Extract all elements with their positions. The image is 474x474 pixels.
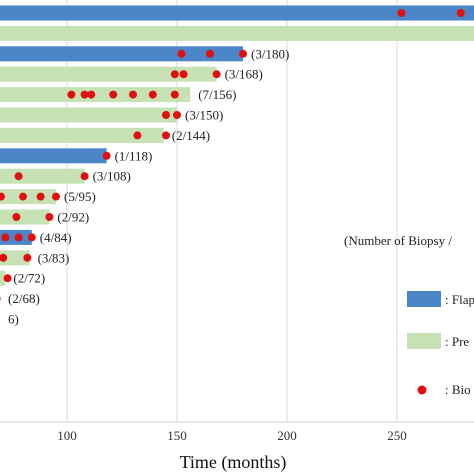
pre-bar <box>0 107 177 123</box>
biopsy-point <box>148 90 157 99</box>
biopsy-point <box>45 213 54 221</box>
flap-bar <box>0 148 107 164</box>
pre-bar <box>0 270 6 286</box>
biopsy-point <box>162 111 170 119</box>
biopsy-point <box>27 233 36 242</box>
biopsy-point <box>177 49 186 58</box>
ratio-label: (1/118) <box>115 148 153 163</box>
legend-flap-swatch <box>407 291 441 307</box>
flap-bar <box>0 5 474 21</box>
ratio-label: (3/108) <box>93 169 131 184</box>
biopsy-points <box>0 9 465 301</box>
pre-bar <box>0 189 56 205</box>
x-tick-label: 250 <box>387 428 407 443</box>
biopsy-point <box>14 233 23 242</box>
biopsy-point <box>80 90 89 99</box>
biopsy-point <box>206 49 214 58</box>
x-axis-title: Time (months) <box>180 452 287 473</box>
pre-bar <box>0 250 30 266</box>
biopsy-point <box>170 70 179 79</box>
legend-biopsy-marker <box>417 385 427 395</box>
biopsy-point <box>170 90 179 99</box>
x-tick-label: 100 <box>57 428 77 443</box>
legend-flap-label: : Flap <box>445 292 474 307</box>
legend-title: (Number of Biopsy / <box>344 233 452 248</box>
x-tick-label: 200 <box>277 428 297 443</box>
ratio-label: 6) <box>8 312 19 327</box>
biopsy-point <box>14 172 23 181</box>
legend: (Number of Biopsy / : Flap : Pre : Bio <box>344 233 474 397</box>
ratio-label: (3/83) <box>38 250 70 265</box>
ratio-label: (4/84) <box>40 230 72 245</box>
ratio-label: (5/95) <box>64 189 96 204</box>
ratio-label: (3/180) <box>251 46 289 61</box>
biopsy-point <box>109 90 118 99</box>
pre-bar <box>0 168 85 184</box>
biopsy-point <box>19 192 27 201</box>
biopsy-point <box>80 172 89 181</box>
biopsy-point <box>3 274 12 283</box>
ratio-label: (3/150) <box>185 108 223 123</box>
biopsy-point <box>173 111 181 119</box>
legend-pre-swatch <box>407 333 441 349</box>
bars <box>0 5 474 286</box>
ratio-label: (7/156) <box>198 87 236 102</box>
biopsy-point <box>0 253 8 262</box>
ratio-label: (2/92) <box>57 210 89 225</box>
legend-biopsy-label: : Bio <box>445 382 471 397</box>
biopsy-point <box>456 9 465 17</box>
x-tick-labels: 100 150 200 250 <box>57 428 407 443</box>
pre-bar <box>0 66 217 82</box>
biopsy-point <box>36 192 45 201</box>
biopsy-point <box>102 151 111 160</box>
x-tick-label: 150 <box>167 428 187 443</box>
biopsy-point <box>129 90 137 99</box>
ratio-label: (3/168) <box>225 67 263 82</box>
biopsy-point <box>0 192 5 201</box>
biopsy-point <box>52 192 60 201</box>
ratio-label: (2/68) <box>8 291 40 306</box>
biopsy-point <box>133 131 142 140</box>
pre-bar <box>0 127 164 143</box>
legend-pre-label: : Pre <box>445 334 469 349</box>
ratio-label: (2/72) <box>13 271 45 286</box>
biopsy-point <box>23 253 32 262</box>
ratio-labels: (3/180) (3/168) (7/156) (3/150) (2/144) (1/11… <box>8 46 289 326</box>
biopsy-point <box>239 49 247 58</box>
biopsy-point <box>397 9 406 17</box>
biopsy-point <box>67 90 76 99</box>
biopsy-point <box>1 233 10 242</box>
biopsy-point <box>87 90 96 99</box>
biopsy-point <box>162 131 170 140</box>
biopsy-point <box>0 296 1 301</box>
biopsy-point <box>179 70 188 79</box>
biopsy-point <box>212 70 221 79</box>
pre-bar <box>0 209 50 225</box>
biopsy-point <box>12 213 21 221</box>
pre-bar <box>0 25 474 41</box>
ratio-label: (2/144) <box>172 128 210 143</box>
